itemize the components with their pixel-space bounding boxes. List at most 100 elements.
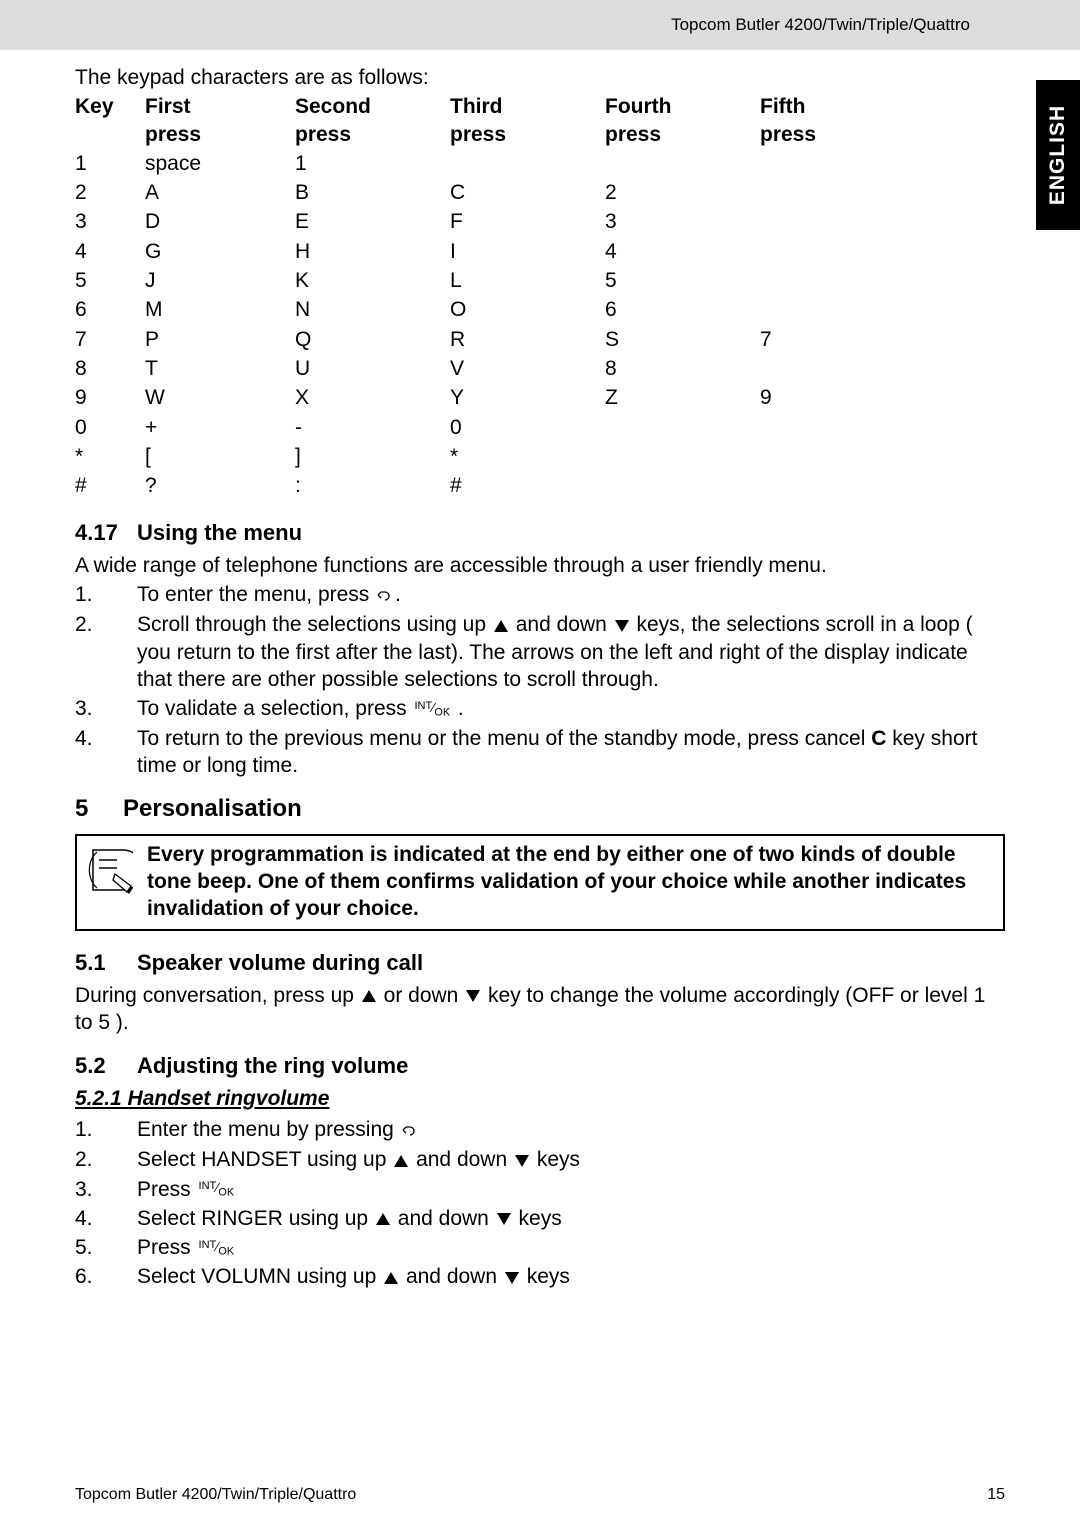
- keypad-cell: [: [145, 443, 295, 472]
- keypad-cell: [760, 150, 870, 179]
- note-text: Every programmation is indicated at the …: [147, 842, 993, 923]
- keypad-cell: I: [450, 238, 605, 267]
- section-5-2-heading: 5.2Adjusting the ring volume: [75, 1052, 1005, 1081]
- keypad-cell: 6: [605, 296, 760, 325]
- keypad-cell: +: [145, 414, 295, 443]
- keypad-cell: [605, 414, 760, 443]
- up-arrow-icon: [376, 1213, 390, 1225]
- section-4-17-heading: 4.17Using the menu: [75, 519, 1005, 548]
- keypad-cell: #: [450, 472, 605, 501]
- keypad-cell: *: [75, 443, 145, 472]
- down-arrow-icon: [497, 1213, 511, 1225]
- page-footer: Topcom Butler 4200/Twin/Triple/Quattro 1…: [75, 1486, 1005, 1504]
- keypad-cell: [760, 267, 870, 296]
- keypad-row: 1space1: [75, 150, 870, 179]
- keypad-cell: H: [295, 238, 450, 267]
- section-5-num: 5: [75, 793, 123, 824]
- s51-para: During conversation, press up or down ke…: [75, 982, 1005, 1037]
- s417-step1: 1.To enter the menu, press .: [75, 581, 1005, 609]
- keypad-cell: 4: [75, 238, 145, 267]
- down-arrow-icon: [615, 620, 629, 632]
- keypad-cell: L: [450, 267, 605, 296]
- keypad-cell: 3: [75, 208, 145, 237]
- s52-step2b: and down: [410, 1148, 513, 1171]
- keypad-cell: space: [145, 150, 295, 179]
- redial-icon: [402, 1117, 418, 1144]
- down-arrow-icon: [505, 1272, 519, 1284]
- footer-left: Topcom Butler 4200/Twin/Triple/Quattro: [75, 1486, 356, 1504]
- keypad-cell: E: [295, 208, 450, 237]
- keypad-cell: [760, 355, 870, 384]
- int-ok-icon: INT⁄OK: [414, 700, 450, 720]
- keypad-h1: Firstpress: [145, 93, 295, 150]
- keypad-cell: B: [295, 179, 450, 208]
- header-product: Topcom Butler 4200/Twin/Triple/Quattro: [671, 15, 970, 35]
- section-5-1-title: Speaker volume during call: [137, 950, 423, 975]
- section-5-heading: 5Personalisation: [75, 793, 1005, 824]
- s417-step4: 4.To return to the previous menu or the …: [75, 725, 1005, 780]
- keypad-cell: M: [145, 296, 295, 325]
- keypad-cell: U: [295, 355, 450, 384]
- keypad-head-row: Key Firstpress Secondpress Thirdpress Fo…: [75, 93, 870, 150]
- keypad-row: 2ABC2: [75, 179, 870, 208]
- keypad-cell: :: [295, 472, 450, 501]
- keypad-cell: D: [145, 208, 295, 237]
- keypad-cell: [605, 443, 760, 472]
- keypad-cell: #: [75, 472, 145, 501]
- keypad-cell: [760, 238, 870, 267]
- s417-step2a: Scroll through the selections using up: [137, 613, 492, 636]
- keypad-cell: 5: [75, 267, 145, 296]
- keypad-row: #?:#: [75, 472, 870, 501]
- keypad-cell: 7: [75, 326, 145, 355]
- keypad-cell: ]: [295, 443, 450, 472]
- language-tab-label: ENGLISH: [1046, 105, 1070, 205]
- keypad-row: 0+-0: [75, 414, 870, 443]
- s52-step4a: Select RINGER using up: [137, 1207, 374, 1230]
- keypad-cell: A: [145, 179, 295, 208]
- keypad-cell: 6: [75, 296, 145, 325]
- up-arrow-icon: [362, 990, 376, 1002]
- keypad-cell: P: [145, 326, 295, 355]
- keypad-cell: [760, 414, 870, 443]
- s52-step6a: Select VOLUMN using up: [137, 1265, 382, 1288]
- s52-step6c: keys: [521, 1265, 570, 1288]
- keypad-cell: Q: [295, 326, 450, 355]
- keypad-h0: Key: [75, 93, 145, 150]
- keypad-row: *[]*: [75, 443, 870, 472]
- keypad-cell: 1: [295, 150, 450, 179]
- keypad-h3: Thirdpress: [450, 93, 605, 150]
- s52-step5: 5.Press INT⁄OK: [75, 1234, 1005, 1261]
- page-content: The keypad characters are as follows: Ke…: [0, 50, 1080, 1291]
- s52-step2c: keys: [531, 1148, 580, 1171]
- keypad-cell: Y: [450, 384, 605, 413]
- keypad-cell: 9: [760, 384, 870, 413]
- footer-page-number: 15: [987, 1486, 1005, 1504]
- keypad-cell: [450, 150, 605, 179]
- keypad-cell: 7: [760, 326, 870, 355]
- up-arrow-icon: [394, 1155, 408, 1167]
- s417-step1a: To enter the menu, press: [137, 583, 375, 606]
- header-bar: Topcom Butler 4200/Twin/Triple/Quattro: [0, 0, 1080, 50]
- s52-step3-text: Press: [137, 1178, 197, 1201]
- keypad-cell: W: [145, 384, 295, 413]
- s417-step2b: and down: [510, 613, 613, 636]
- s417-step4a: To return to the previous menu or the me…: [137, 727, 871, 750]
- keypad-cell: 1: [75, 150, 145, 179]
- s52-step4c: keys: [513, 1207, 562, 1230]
- keypad-cell: Z: [605, 384, 760, 413]
- s417-step3a: To validate a selection, press: [137, 697, 412, 720]
- keypad-row: 8TUV8: [75, 355, 870, 384]
- keypad-cell: [760, 472, 870, 501]
- s52-step2: 2.Select HANDSET using up and down keys: [75, 1146, 1005, 1173]
- keypad-cell: 3: [605, 208, 760, 237]
- keypad-cell: O: [450, 296, 605, 325]
- keypad-cell: [760, 208, 870, 237]
- keypad-cell: *: [450, 443, 605, 472]
- keypad-row: 6MNO6: [75, 296, 870, 325]
- keypad-cell: [605, 150, 760, 179]
- down-arrow-icon: [466, 990, 480, 1002]
- keypad-cell: 9: [75, 384, 145, 413]
- keypad-cell: [760, 179, 870, 208]
- keypad-cell: C: [450, 179, 605, 208]
- s52-step2a: Select HANDSET using up: [137, 1148, 392, 1171]
